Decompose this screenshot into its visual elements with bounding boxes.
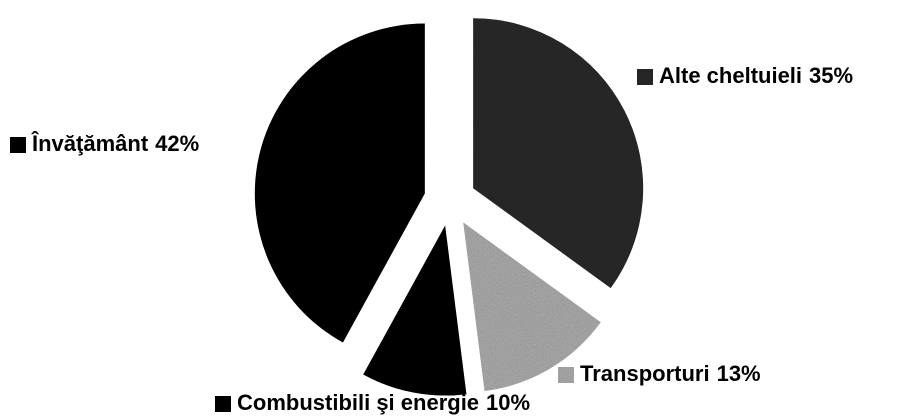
slice-label: Alte cheltuieli 35% (659, 63, 853, 88)
slice-label: Combustibili şi energie 10% (237, 390, 530, 415)
slice-label-name: Combustibili şi energie (237, 390, 479, 415)
slice-label-value: 10% (486, 390, 530, 415)
slice-label-value: 42% (155, 131, 199, 156)
slice-label: Transporturi 13% (580, 361, 761, 386)
slice-label: Învăţământ 42% (31, 131, 199, 156)
legend-swatch (10, 137, 26, 153)
legend-swatch (637, 69, 653, 85)
pie-slice (254, 23, 425, 343)
slice-label-name: Învăţământ (31, 131, 149, 156)
slice-label-name: Alte cheltuieli (659, 63, 802, 88)
legend-swatch (215, 396, 231, 412)
slice-label-value: 35% (809, 63, 853, 88)
pie-slice (473, 18, 644, 289)
pie-slice (363, 225, 467, 396)
slice-label-value: 13% (717, 361, 761, 386)
legend-swatch (558, 367, 574, 383)
slice-label-name: Transporturi (580, 361, 710, 386)
pie-slice (463, 222, 601, 392)
